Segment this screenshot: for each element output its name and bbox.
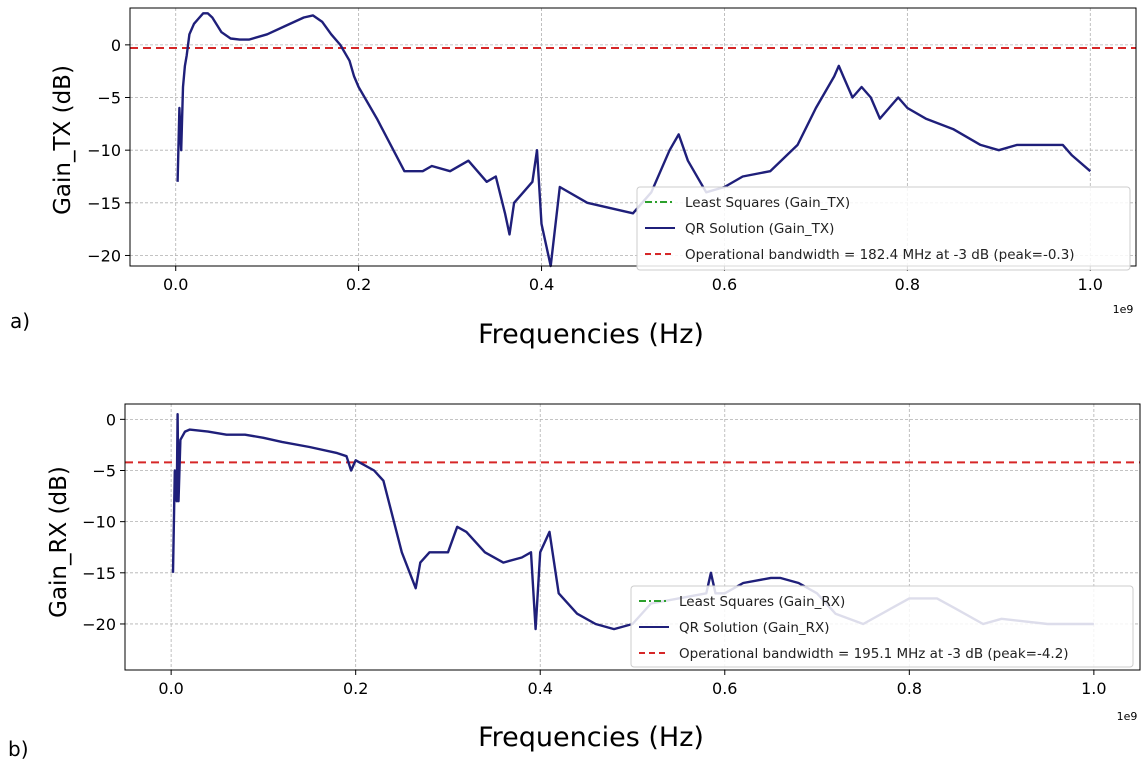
x-tick-label: 1.0 — [1081, 679, 1106, 698]
x-axis-label: Frequencies (Hz) — [478, 319, 704, 350]
legend: Least Squares (Gain_RX) QR Solution (Gai… — [630, 585, 1134, 668]
x-axis-multiplier: 1e9 — [1113, 303, 1134, 316]
x-tick-label: 0.2 — [343, 679, 368, 698]
legend: Least Squares (Gain_TX) QR Solution (Gai… — [636, 186, 1131, 271]
x-tick-label: 0.6 — [712, 679, 737, 698]
y-tick-label: −5 — [97, 89, 121, 108]
x-tick-label: 0.6 — [712, 275, 737, 294]
x-tick-label: 0.0 — [163, 275, 188, 294]
legend-bandwidth-label: Operational bandwidth = 195.1 MHz at -3 … — [679, 646, 1069, 662]
x-tick-label: 0.8 — [897, 679, 922, 698]
y-tick-label: −20 — [87, 246, 121, 265]
chart-b-svg: 0.0 0.2 0.4 0.6 0.8 1.0 0 −5 −10 −15 −20 Least Squ… — [8, 403, 1141, 761]
legend-least-squares-label: Least Squares (Gain_TX) — [685, 195, 850, 211]
x-tick-label: 0.0 — [158, 679, 183, 698]
x-tick-label: 0.8 — [895, 275, 920, 294]
x-tick-label: 1.0 — [1078, 275, 1103, 294]
y-tick-label: 0 — [106, 410, 116, 429]
panel-a: 0.0 0.2 0.4 0.6 0.8 1.0 0 −5 −10 −15 −20 Least Squ… — [0, 0, 1143, 382]
legend-box — [636, 186, 1131, 271]
y-tick-label: −20 — [82, 615, 116, 634]
chart-a-svg: 0.0 0.2 0.4 0.6 0.8 1.0 0 −5 −10 −15 −20 Least Squ… — [10, 7, 1137, 350]
y-tick-label: −10 — [82, 513, 116, 532]
y-axis-label: Gain_RX (dB) — [46, 466, 72, 618]
x-tick-label: 0.4 — [529, 275, 554, 294]
plot-frame — [124, 403, 1141, 671]
legend-bandwidth-label: Operational bandwidth = 182.4 MHz at -3 … — [685, 247, 1075, 263]
legend-least-squares-label: Least Squares (Gain_RX) — [679, 594, 845, 610]
y-tick-label: −15 — [82, 564, 116, 583]
x-tick-label: 0.4 — [528, 679, 553, 698]
x-axis-multiplier: 1e9 — [1117, 710, 1138, 723]
y-axis-label: Gain_TX (dB) — [50, 65, 76, 215]
y-tick-label: −5 — [92, 462, 116, 481]
legend-qr-label: QR Solution (Gain_RX) — [679, 620, 830, 636]
y-tick-label: −15 — [87, 194, 121, 213]
legend-box — [630, 585, 1134, 668]
legend-qr-label: QR Solution (Gain_TX) — [685, 221, 834, 237]
y-tick-label: −10 — [87, 141, 121, 160]
x-axis-label: Frequencies (Hz) — [478, 722, 704, 753]
x-tick-label: 0.2 — [346, 275, 371, 294]
y-tick-label: 0 — [111, 36, 121, 55]
panel-label: b) — [8, 737, 29, 761]
panel-label: a) — [10, 309, 30, 333]
panel-b: 0.0 0.2 0.4 0.6 0.8 1.0 0 −5 −10 −15 −20 Least Squ… — [0, 382, 1143, 764]
qr-solution-line — [176, 12, 1092, 268]
plot-frame — [129, 7, 1137, 267]
